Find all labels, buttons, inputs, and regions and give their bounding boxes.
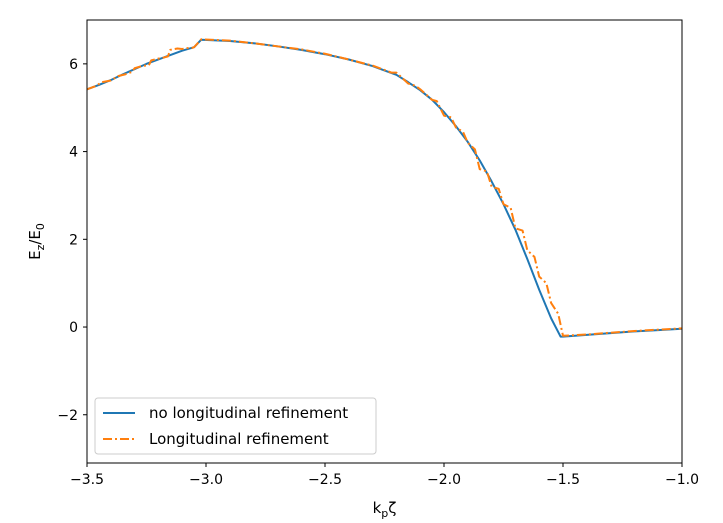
y-axis-label-base: E — [26, 250, 44, 259]
y-tick-label: 2 — [69, 232, 78, 248]
plot-area — [86, 19, 683, 464]
x-axis: −3.5 −3.0 −2.5 −2.0 −1.5 −1.0 — [70, 463, 699, 488]
y-tick-label: 6 — [69, 57, 78, 73]
x-axis-label-tail: ζ — [388, 499, 396, 517]
x-tick-label: −3.0 — [189, 472, 223, 488]
x-tick-label: −3.5 — [70, 472, 104, 488]
y-axis-label-mid: /E — [26, 230, 44, 245]
y-tick-label: 4 — [69, 145, 78, 161]
x-tick-label: −2.5 — [308, 472, 342, 488]
legend: no longitudinal refinement Longitudinal … — [94, 397, 377, 455]
y-axis-label-subscript-2: 0 — [34, 223, 47, 230]
y-axis-label: Ez/E0 — [26, 223, 47, 260]
series-line-no-refinement — [87, 38, 682, 338]
x-tick-label: −1.5 — [546, 472, 580, 488]
series-line-refinement — [87, 38, 682, 337]
legend-label-refinement: Longitudinal refinement — [149, 430, 329, 448]
x-axis-label-base: k — [373, 499, 382, 517]
y-axis-label-subscript: z — [34, 244, 47, 250]
y-tick-label: 0 — [69, 320, 78, 336]
legend-label-no-refinement: no longitudinal refinement — [149, 404, 348, 422]
y-axis: −2 0 2 4 6 — [57, 57, 87, 424]
y-tick-label: −2 — [57, 408, 78, 424]
x-tick-label: −2.0 — [427, 472, 461, 488]
x-tick-label: −1.0 — [665, 472, 699, 488]
plot-frame — [86, 19, 683, 464]
x-axis-label-subscript: p — [381, 507, 388, 520]
legend-box — [94, 397, 377, 455]
x-axis-label: kpζ — [373, 499, 397, 520]
